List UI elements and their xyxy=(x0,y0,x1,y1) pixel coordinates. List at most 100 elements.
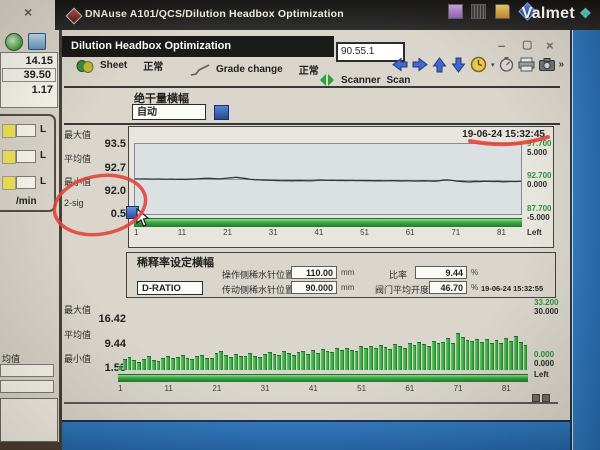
display-icon[interactable] xyxy=(448,4,463,19)
profile-bar xyxy=(229,357,233,370)
profile-bar xyxy=(518,342,523,370)
top-title-strip: DNAuse A101/QCS/Dilution Headbox Optimiz… xyxy=(55,0,600,30)
gauge-icon[interactable] xyxy=(5,33,23,51)
profile-bar xyxy=(335,348,340,370)
profile-bar xyxy=(388,348,393,370)
stat-value: 0.5 xyxy=(110,208,126,220)
arrow-up-icon[interactable] xyxy=(432,56,447,73)
mode-select[interactable]: D-RATIO xyxy=(137,281,203,295)
profile-bar xyxy=(209,358,214,370)
axis-label: 0.000 xyxy=(534,350,555,359)
scanner-button[interactable]: Scanner Scan xyxy=(320,74,410,86)
axis-label: 5.000 xyxy=(527,148,548,157)
desktop-background xyxy=(62,420,570,450)
profile-bar xyxy=(306,353,311,370)
unit-label: % xyxy=(471,283,479,292)
profile-bar xyxy=(253,356,258,370)
keyboard-icon[interactable] xyxy=(471,4,486,19)
axis-label: 92.700 xyxy=(527,171,552,180)
field-label: 阀门平均开度 xyxy=(375,285,430,295)
stat-value: 93.5 xyxy=(104,138,126,150)
field-label: 操作侧稀水针位置 xyxy=(222,270,295,280)
background-close-icon[interactable]: × xyxy=(24,4,33,20)
window-titlebar[interactable]: Dilution Headbox Optimization xyxy=(62,36,334,57)
profile-bar xyxy=(171,358,175,370)
profile-bar xyxy=(465,339,470,370)
stat-label: 最大值 xyxy=(64,130,92,140)
timer-gauge-icon[interactable] xyxy=(499,57,514,72)
valmet-logo-text: Valmet xyxy=(521,5,575,22)
profile-bar xyxy=(460,336,465,370)
printer-icon[interactable] xyxy=(518,57,535,72)
scanner-icon xyxy=(320,74,334,86)
profile-bar xyxy=(504,337,509,370)
grade-label: Grade change xyxy=(216,64,283,75)
profile-bar xyxy=(118,365,122,370)
readout-value: 1.17 xyxy=(31,84,53,96)
maximize-button[interactable]: ▢ xyxy=(522,39,533,51)
x-tick: 21 xyxy=(223,228,233,237)
clock-dropdown-icon[interactable]: ▾ xyxy=(491,61,495,69)
open-folder-icon[interactable] xyxy=(495,4,510,19)
profile-bar xyxy=(156,360,161,370)
x-tick: 81 xyxy=(497,228,506,237)
profile-bar xyxy=(190,359,195,370)
profile-bar xyxy=(451,343,455,370)
readout-value: 39.50 xyxy=(2,68,56,82)
profile-bar xyxy=(161,357,166,370)
profile-bar xyxy=(422,344,426,370)
position-input[interactable]: 90.55.1 xyxy=(336,42,405,62)
grade-curve-icon xyxy=(190,63,210,76)
dilution-headbox-window: Dilution Headbox Optimization 90.55.1 – … xyxy=(62,30,570,420)
profile-bar xyxy=(315,352,320,370)
scanner-label: Scanner xyxy=(341,74,381,86)
profile-bar xyxy=(248,352,253,370)
sheet-button[interactable]: Sheet 正常 xyxy=(76,58,163,73)
x-tick: 31 xyxy=(260,384,270,393)
profile-bar xyxy=(455,333,460,370)
app-title: DNAuse A101/QCS/Dilution Headbox Optimiz… xyxy=(85,8,344,20)
arrow-right-icon[interactable] xyxy=(412,57,428,72)
toolbar-overflow-chevron[interactable]: » xyxy=(558,59,565,70)
needle-position-field[interactable]: 90.000 xyxy=(291,281,337,294)
arrow-left-icon[interactable] xyxy=(392,57,408,72)
profile-bar xyxy=(393,343,398,370)
value-field xyxy=(0,364,54,377)
side-label: Left xyxy=(534,370,549,379)
profile-bar xyxy=(340,350,344,370)
stat-label: 最大值 xyxy=(64,305,92,315)
minimize-button[interactable]: – xyxy=(498,38,506,53)
profile-bar xyxy=(267,351,272,370)
x-tick: 61 xyxy=(405,384,415,393)
unit-label: mm xyxy=(341,268,355,277)
mode-icon[interactable] xyxy=(214,105,229,120)
stat-label: 平均值 xyxy=(64,154,92,164)
close-button[interactable]: × xyxy=(546,38,554,53)
x-tick: 1 xyxy=(134,228,139,237)
valve-opening-readout: 46.70 xyxy=(429,281,467,294)
x-axis: 1 11 21 31 41 51 61 71 81 xyxy=(134,228,522,240)
profile-bar xyxy=(137,362,142,370)
grade-change-button[interactable]: Grade change 正常 xyxy=(190,62,319,77)
mode-select[interactable]: 自动 xyxy=(132,104,206,120)
profile-bar xyxy=(398,346,402,370)
profile-bar xyxy=(142,359,146,370)
x-tick: 61 xyxy=(405,228,415,237)
profile-bar xyxy=(258,357,262,370)
monitor-icon[interactable] xyxy=(28,33,46,50)
history-clock-icon[interactable] xyxy=(470,56,487,73)
profile-bar xyxy=(344,347,349,370)
needle-position-field[interactable]: 110.00 xyxy=(291,266,337,279)
profile-bar xyxy=(378,344,383,370)
profile-bar xyxy=(364,348,369,370)
camera-icon[interactable] xyxy=(538,58,555,71)
arrow-down-icon[interactable] xyxy=(451,57,466,73)
profile-bar xyxy=(499,343,504,370)
scan-timestamp: 19-06-24 15:32:55 xyxy=(481,284,544,293)
unit-group-box: L L L /min xyxy=(0,114,56,212)
profile-bar xyxy=(489,342,494,370)
readout-value: 14.15 xyxy=(25,55,53,67)
x-tick: 11 xyxy=(164,384,173,393)
profile-bar xyxy=(132,359,137,370)
